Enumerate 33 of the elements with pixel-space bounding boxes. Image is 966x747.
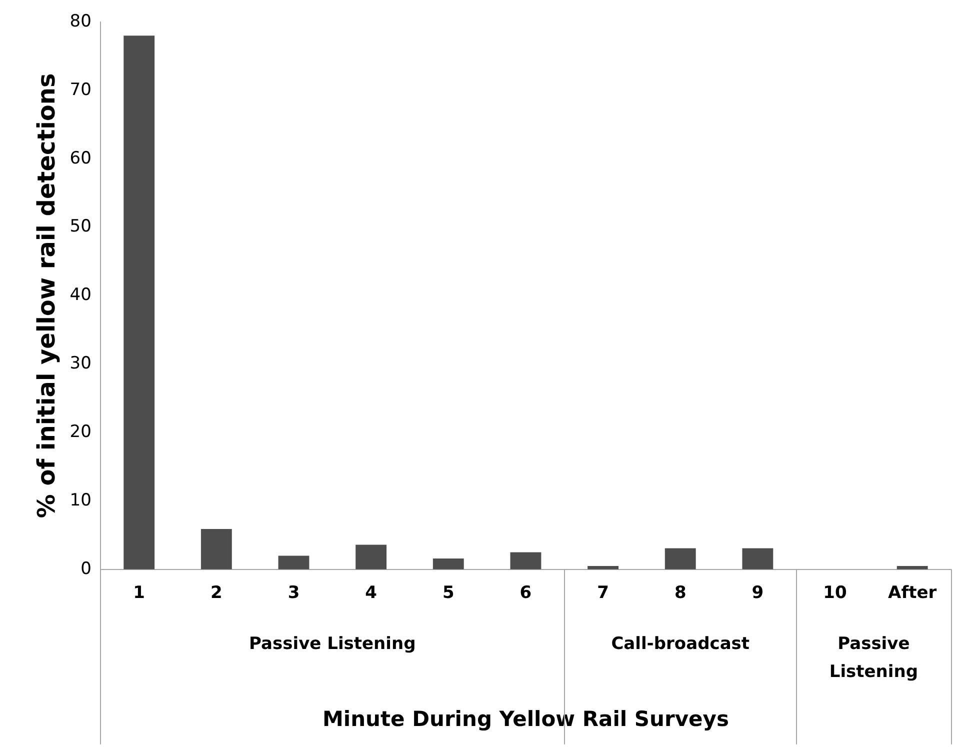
bar [278, 556, 310, 570]
x-tick-label: 7 [597, 583, 609, 604]
text: Passive Listening [249, 634, 416, 654]
x-tick-label: 5 [442, 583, 454, 604]
bar [200, 529, 232, 570]
y-tick-label: 70 [70, 80, 92, 100]
bar [664, 548, 696, 570]
x-tick-label: 9 [752, 583, 764, 604]
x-tick-label: 6 [520, 583, 532, 604]
x-tick-label: 1 [133, 583, 146, 604]
x-tick-label: 8 [674, 583, 686, 604]
x-tick-label: 10 [823, 583, 848, 604]
x-tick-label: 4 [365, 583, 378, 604]
bar [432, 558, 464, 570]
x-tick-label: 2 [210, 583, 222, 604]
x-axis-title: Minute During Yellow Rail Surveys [322, 706, 729, 731]
y-tick-label: 80 [70, 11, 92, 32]
y-tick-label: 0 [80, 558, 92, 579]
y-axis-title: % of initial yellow rail detections [32, 73, 61, 518]
y-tick-label: 20 [70, 422, 92, 442]
y-tick-label: 40 [70, 285, 92, 306]
bar [742, 548, 774, 570]
x-tick-label: 3 [288, 583, 300, 604]
y-tick-label: 50 [70, 216, 92, 237]
x-tick-label: After [888, 583, 938, 604]
text: Call-broadcast [611, 634, 750, 654]
bar [124, 36, 155, 570]
y-tick-label: 10 [70, 490, 92, 510]
text: Passive Listening [829, 634, 918, 682]
y-tick-label: 60 [70, 148, 92, 168]
bar [510, 552, 542, 570]
y-tick-label: 30 [70, 354, 92, 374]
bar [356, 544, 387, 570]
